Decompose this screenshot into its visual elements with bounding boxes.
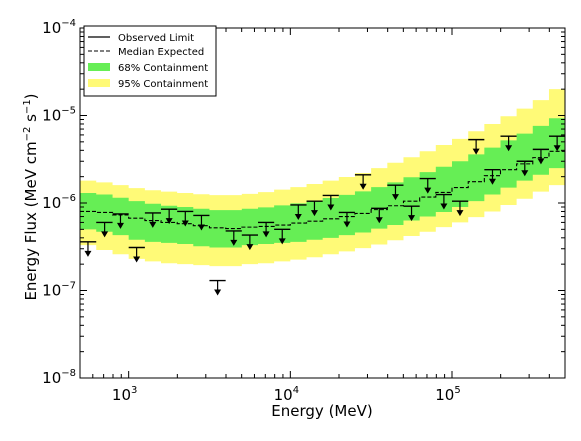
observed-limit-point [96,221,113,238]
y-tick-label: 10−7 [42,281,76,300]
down-arrow-icon [230,239,238,246]
observed-limit-point [484,169,501,185]
legend-green-band-swatch [88,63,110,71]
observed-limit-point [177,210,194,227]
down-arrow-icon [116,222,124,229]
down-arrow-icon [375,217,383,224]
observed-limit-point [306,200,323,217]
legend-label: 68% Containment [118,63,208,74]
observed-limit-point [371,207,388,224]
observed-limit-point [241,234,258,251]
down-arrow-icon [214,289,222,296]
down-arrow-icon [262,231,270,238]
observed-limit-point [387,184,404,201]
observed-limit-point [548,135,565,152]
observed-limit-point [258,221,275,238]
median-expected-series [80,150,565,230]
observed-limit-point [80,241,97,257]
observed-limit-point [209,279,226,296]
down-arrow-icon [101,231,109,238]
down-arrow-icon [133,256,141,263]
y-axis-label: Energy Flux (MeV cm−2 s−1) [22,93,40,300]
down-arrow-icon [197,224,205,231]
observed-limit-point [322,194,339,211]
down-arrow-icon [456,210,464,217]
observed-limit-point [532,148,549,165]
x-tick-label: 105 [435,385,460,404]
observed-limit-point [112,213,129,229]
down-arrow-icon [278,238,286,245]
x-axis-label: Energy (MeV) [271,402,372,420]
down-arrow-icon [359,183,367,190]
legend-label: 95% Containment [118,79,208,90]
observed-limit-point [500,135,517,152]
down-arrow-icon [472,148,480,155]
y-tick-label: 10−5 [42,106,76,125]
observed-limit-point [128,246,145,263]
down-arrow-icon [424,187,432,194]
observed-limit-point [144,212,161,228]
legend-label: Observed Limit [118,33,194,44]
down-arrow-icon [505,145,513,152]
observed-limit-point [516,160,533,177]
down-arrow-icon [553,145,561,152]
legend-item-68-containment: 68% Containment [88,63,208,74]
down-arrow-icon [294,213,302,220]
observed-limit-point [161,208,178,225]
down-arrow-icon [310,210,318,217]
x-tick-label: 104 [274,385,299,404]
observed-limit-point [435,193,452,210]
observed-limits [80,135,565,296]
legend-item-observed-limit: Observed Limit [88,33,194,44]
down-arrow-icon [84,250,92,257]
y-tick-label: 10−4 [42,18,76,37]
y-tick-label: 10−8 [42,368,76,387]
down-arrow-icon [327,204,335,211]
observed-limit-point [403,205,420,222]
down-arrow-icon [521,170,529,177]
down-arrow-icon [343,221,351,228]
observed-limit-point [419,177,436,194]
down-arrow-icon [488,178,496,185]
axis-ticks [79,27,566,379]
down-arrow-icon [537,158,545,165]
legend-label: Median Expected [118,47,204,58]
down-arrow-icon [440,203,448,210]
tick-labels: 103 104 105 10−8 10−7 10−6 10−5 10−4 [42,18,461,404]
observed-limit-point [452,200,469,217]
legend-item-95-containment: 95% Containment [88,79,208,90]
legend-yellow-band-swatch [88,79,110,87]
observed-limit-point [338,211,355,228]
down-arrow-icon [246,244,254,251]
legend-item-median-expected: Median Expected [88,47,204,58]
y-tick-label: 10−6 [42,193,76,212]
down-arrow-icon [165,218,173,225]
observed-limit-point [290,204,307,220]
down-arrow-icon [181,220,189,227]
x-tick-label: 103 [112,385,137,404]
down-arrow-icon [408,215,416,222]
observed-limit-point [193,214,210,231]
legend: Observed Limit Median Expected 68% Conta… [83,25,217,97]
median-expected-line [80,150,565,230]
observed-limit-point [225,230,242,246]
down-arrow-icon [391,194,399,201]
observed-limit-point [468,138,485,155]
observed-limit-point [354,174,372,190]
observed-limit-point [274,228,291,245]
down-arrow-icon [149,221,157,228]
